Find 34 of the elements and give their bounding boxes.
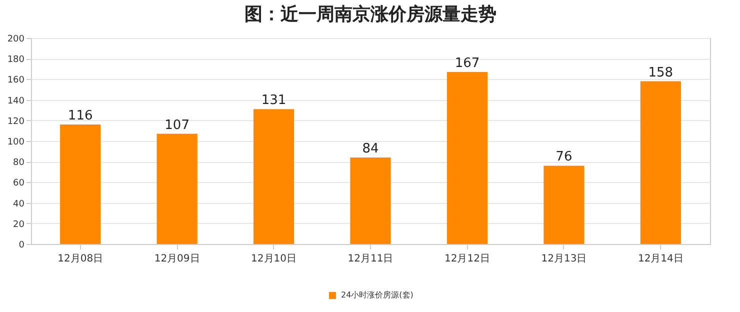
bar bbox=[156, 134, 198, 244]
x-tick-label: 12月10日 bbox=[251, 254, 297, 264]
x-tick-label: 12月08日 bbox=[58, 254, 104, 264]
bar bbox=[446, 72, 488, 244]
data-label: 167 bbox=[454, 56, 480, 71]
y-tick-label: 100 bbox=[7, 138, 25, 148]
y-tick-label: 60 bbox=[13, 178, 25, 189]
bar bbox=[350, 157, 391, 244]
data-label: 84 bbox=[362, 141, 379, 156]
legend-label: 24小时涨价房源(套) bbox=[341, 290, 414, 300]
data-label: 76 bbox=[556, 150, 572, 165]
bar bbox=[60, 124, 101, 244]
y-tick-label: 80 bbox=[13, 158, 25, 168]
y-tick-label: 0 bbox=[18, 240, 25, 250]
y-tick-label: 180 bbox=[7, 55, 25, 66]
x-tick-label: 12月12日 bbox=[444, 254, 490, 264]
chart-title: 图：近一周南京涨价房源量走势 bbox=[244, 4, 496, 25]
data-label: 158 bbox=[648, 65, 674, 80]
y-tick-label: 20 bbox=[13, 220, 25, 230]
bar bbox=[253, 109, 294, 244]
y-tick-label: 140 bbox=[7, 96, 25, 106]
data-label: 107 bbox=[164, 118, 190, 133]
x-tick-label: 12月11日 bbox=[348, 254, 394, 264]
data-label: 131 bbox=[261, 93, 286, 108]
bar bbox=[544, 166, 584, 244]
x-tick-label: 12月09日 bbox=[154, 254, 200, 264]
y-tick-label: 160 bbox=[7, 76, 25, 86]
y-tick-label: 200 bbox=[7, 34, 25, 44]
y-tick-label: 120 bbox=[7, 116, 25, 127]
bar bbox=[640, 81, 681, 244]
x-tick-label: 12月13日 bbox=[541, 254, 587, 264]
y-tick-label: 40 bbox=[13, 199, 25, 210]
data-label: 116 bbox=[68, 108, 93, 124]
x-tick-label: 12月14日 bbox=[638, 254, 684, 264]
